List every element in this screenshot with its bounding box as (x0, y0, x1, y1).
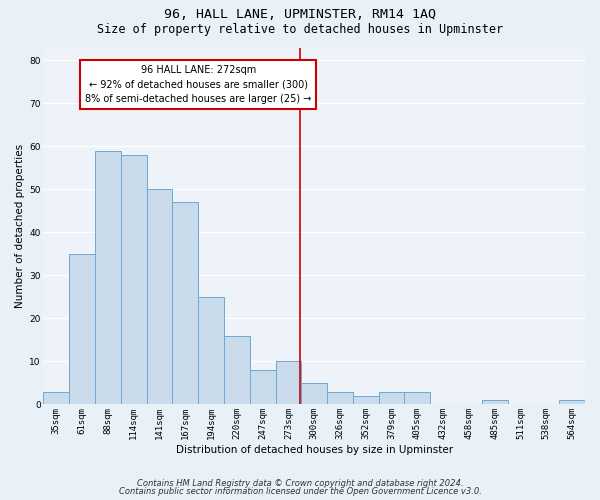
Bar (146, 190, 172, 404)
Text: 96 HALL LANE: 272sqm
← 92% of detached houses are smaller (300)
8% of semi-detac: 96 HALL LANE: 272sqm ← 92% of detached h… (85, 64, 311, 104)
Bar (559, 400, 585, 404)
Bar (482, 400, 508, 404)
Text: Contains public sector information licensed under the Open Government Licence v3: Contains public sector information licen… (119, 487, 481, 496)
Bar (224, 336, 250, 404)
X-axis label: Distribution of detached houses by size in Upminster: Distribution of detached houses by size … (176, 445, 453, 455)
Bar (301, 383, 327, 404)
Y-axis label: Number of detached properties: Number of detached properties (15, 144, 25, 308)
Bar (275, 362, 301, 405)
Bar (121, 155, 146, 404)
Bar (69, 254, 95, 404)
Bar (250, 370, 275, 404)
Bar (95, 150, 121, 404)
Bar (404, 392, 430, 404)
Text: Size of property relative to detached houses in Upminster: Size of property relative to detached ho… (97, 22, 503, 36)
Bar (43, 392, 69, 404)
Bar (198, 297, 224, 405)
Bar (172, 202, 198, 404)
Bar (353, 396, 379, 404)
Text: Contains HM Land Registry data © Crown copyright and database right 2024.: Contains HM Land Registry data © Crown c… (137, 478, 463, 488)
Bar (327, 392, 353, 404)
Text: 96, HALL LANE, UPMINSTER, RM14 1AQ: 96, HALL LANE, UPMINSTER, RM14 1AQ (164, 8, 436, 20)
Bar (379, 392, 404, 404)
